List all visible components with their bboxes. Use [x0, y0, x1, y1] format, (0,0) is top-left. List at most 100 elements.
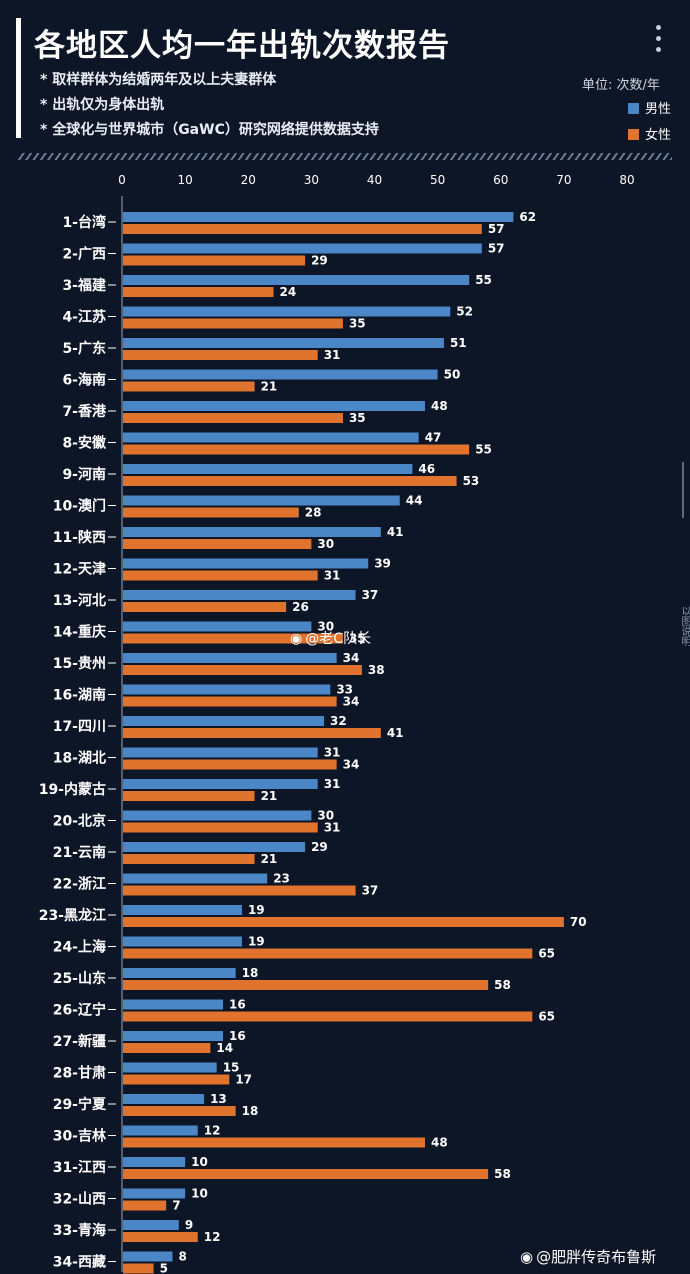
bar-female [123, 287, 274, 297]
data-label: 58 [494, 978, 511, 992]
bar-male [123, 1220, 179, 1230]
category-label: 16-湖南 [53, 687, 106, 704]
x-tick-label: 80 [619, 173, 634, 187]
data-label: 28 [305, 506, 322, 520]
bar-male [123, 1188, 186, 1199]
bar-female [123, 507, 299, 518]
bar-female [123, 1074, 230, 1085]
x-tick-label: 60 [493, 173, 508, 187]
bar-female [123, 1043, 211, 1053]
bar-female [123, 759, 337, 770]
bar-female [123, 413, 343, 423]
data-label: 8 [179, 1250, 187, 1264]
bar-male [123, 432, 419, 443]
data-label: 35 [349, 632, 366, 646]
note-sample-group: * 取样群体为结婚两年及以上夫妻群体 [40, 72, 277, 88]
bar-male [123, 905, 242, 915]
data-label: 21 [261, 852, 278, 866]
data-label: 30 [317, 537, 334, 551]
legend-label-male: 男性 [645, 102, 672, 117]
note-data-source: * 全球化与世界城市（GaWC）研究网络提供数据支持 [40, 122, 379, 138]
data-label: 7 [172, 1199, 180, 1213]
data-label: 26 [292, 600, 309, 614]
data-label: 34 [343, 651, 360, 665]
category-label: 5-广东 [62, 340, 106, 357]
data-label: 47 [425, 431, 442, 445]
data-label: 10 [191, 1187, 208, 1201]
category-label: 17-四川 [53, 719, 106, 735]
data-label: 23 [273, 872, 290, 886]
x-tick-label: 0 [118, 173, 126, 187]
watermark-bottom: ◉ @肥胖传奇布鲁斯 [520, 1246, 656, 1267]
bar-female [123, 980, 489, 990]
category-label: 30-吉林 [53, 1128, 106, 1145]
data-label: 31 [324, 569, 341, 583]
bar-female [123, 381, 255, 392]
category-label: 32-山西 [53, 1192, 106, 1208]
data-label: 70 [570, 915, 587, 929]
bar-male [123, 873, 268, 884]
data-label: 55 [475, 273, 492, 287]
category-label: 13-河北 [53, 592, 106, 609]
category-label: 24-上海 [53, 939, 106, 956]
bar-male [123, 684, 331, 695]
bar-male [123, 716, 324, 726]
data-label: 21 [261, 789, 278, 803]
data-label: 31 [324, 821, 341, 835]
category-label: 12-天津 [53, 561, 106, 578]
data-label: 31 [324, 777, 341, 791]
data-label: 12 [204, 1124, 221, 1138]
bar-female [123, 696, 337, 707]
bar-male [123, 338, 444, 348]
bar-male [123, 621, 312, 632]
category-label: 6-海南 [62, 372, 106, 389]
category-label: 15-贵州 [53, 655, 106, 672]
category-label: 27-新疆 [53, 1033, 106, 1050]
category-label: 8-安徽 [62, 435, 107, 452]
category-label: 1-台湾 [62, 214, 106, 231]
category-label: 33-青海 [53, 1222, 106, 1239]
data-label: 46 [418, 462, 435, 476]
bar-female [123, 1106, 236, 1116]
data-label: 19 [248, 903, 265, 917]
bar-male [123, 369, 438, 380]
bar-female [123, 255, 306, 266]
data-label: 50 [444, 368, 461, 382]
page-title: 各地区人均一年出轨次数报告 [34, 28, 450, 64]
bar-female [123, 1011, 533, 1022]
category-label: 4-江苏 [62, 309, 106, 326]
data-label: 53 [463, 474, 480, 488]
data-label: 10 [191, 1155, 208, 1169]
bar-female [123, 665, 362, 675]
category-label: 20-北京 [53, 813, 106, 830]
bar-male [123, 1157, 186, 1167]
bar-female [123, 885, 356, 896]
bar-male [123, 558, 369, 569]
bar-female [123, 318, 343, 329]
category-label: 34-西藏 [53, 1254, 106, 1271]
bar-male [123, 306, 451, 317]
bar-female [123, 633, 343, 644]
category-label: 19-内蒙古 [39, 781, 106, 798]
data-label: 34 [343, 758, 360, 772]
data-label: 29 [311, 254, 328, 268]
bar-female [123, 476, 457, 486]
bar-male [123, 1094, 205, 1104]
data-label: 34 [343, 695, 360, 709]
legend-swatch-male [628, 103, 639, 114]
legend-female: 女性 [628, 124, 671, 143]
data-label: 44 [406, 494, 423, 508]
data-label: 57 [488, 222, 505, 236]
weibo-icon: ◉ [290, 631, 303, 647]
data-label: 19 [248, 935, 265, 949]
category-label: 7-香港 [62, 403, 107, 420]
category-label: 28-甘肃 [53, 1065, 106, 1082]
x-tick-label: 20 [241, 173, 256, 187]
data-label: 35 [349, 411, 366, 425]
bar-female [123, 350, 318, 360]
data-label: 12 [204, 1230, 221, 1244]
scrollbar-handle[interactable] [682, 462, 684, 518]
data-label: 48 [431, 1136, 448, 1150]
x-tick-label: 50 [430, 173, 445, 187]
